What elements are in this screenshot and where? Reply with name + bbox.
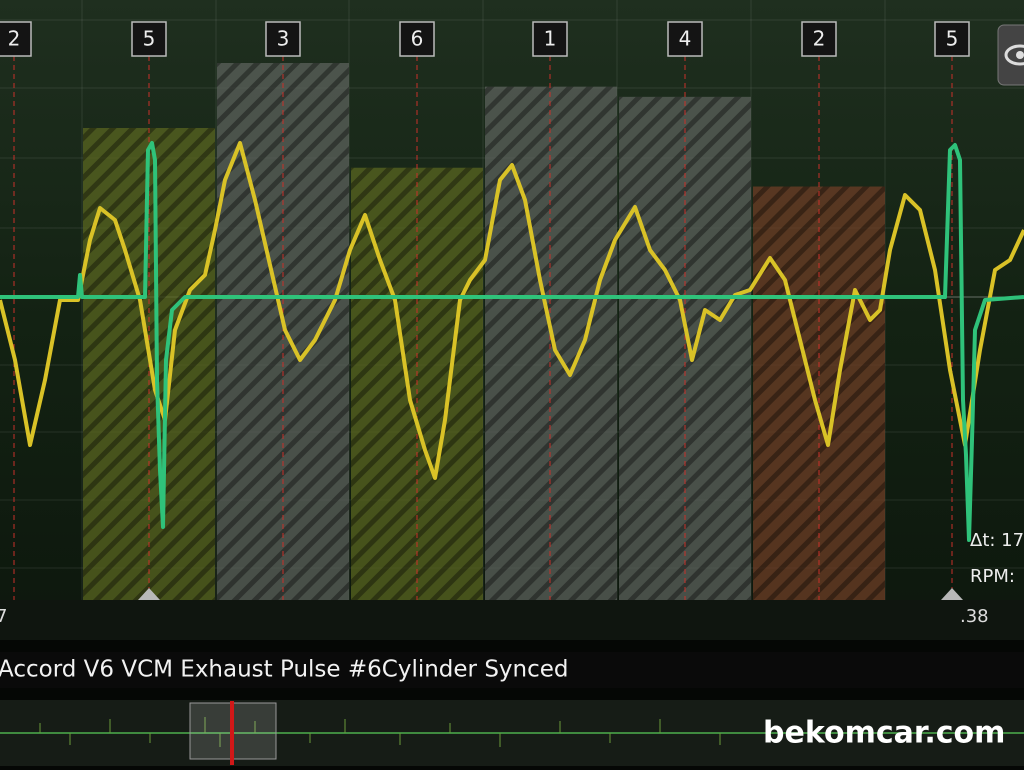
cursor-handle[interactable] bbox=[138, 588, 160, 600]
cylinder-marker-box bbox=[399, 21, 435, 57]
cylinder-marker: 6 bbox=[411, 27, 424, 51]
ignition-trace bbox=[0, 141, 1024, 542]
cylinder-marker: 2 bbox=[8, 27, 21, 51]
overview-pulses bbox=[39, 717, 721, 747]
watermark: bekomcar.com bbox=[763, 716, 1005, 751]
cursor-label: .38 bbox=[960, 606, 989, 627]
cylinder-marker-box bbox=[934, 21, 970, 57]
cylinder-marker: 3 bbox=[277, 27, 290, 51]
rpm-readout: RPM: bbox=[970, 566, 1015, 587]
label-strip bbox=[0, 600, 1024, 640]
bar-hatch bbox=[485, 86, 617, 601]
cursor-label: 7 bbox=[0, 606, 7, 627]
visibility-button[interactable] bbox=[997, 24, 1024, 86]
cylinder-marker-box bbox=[532, 21, 568, 57]
cylinder-marker: 2 bbox=[813, 27, 826, 51]
cylinder-marker-box bbox=[0, 21, 32, 57]
cylinder-marker: 4 bbox=[679, 27, 692, 51]
cylinder-marker-box bbox=[131, 21, 167, 57]
title-bar bbox=[0, 652, 1024, 688]
cylinder-marker-box bbox=[265, 21, 301, 57]
cylinder-marker-box bbox=[667, 21, 703, 57]
cylinder-marker-box bbox=[801, 21, 837, 57]
cylinder-marker: 5 bbox=[946, 27, 959, 51]
recording-title: Accord V6 VCM Exhaust Pulse #6Cylinder S… bbox=[0, 657, 569, 683]
cursor-handle[interactable] bbox=[941, 588, 963, 600]
delta-time-readout: Δt: 17 bbox=[970, 530, 1024, 551]
cylinder-marker: 5 bbox=[143, 27, 156, 51]
cylinder-marker: 1 bbox=[544, 27, 557, 51]
